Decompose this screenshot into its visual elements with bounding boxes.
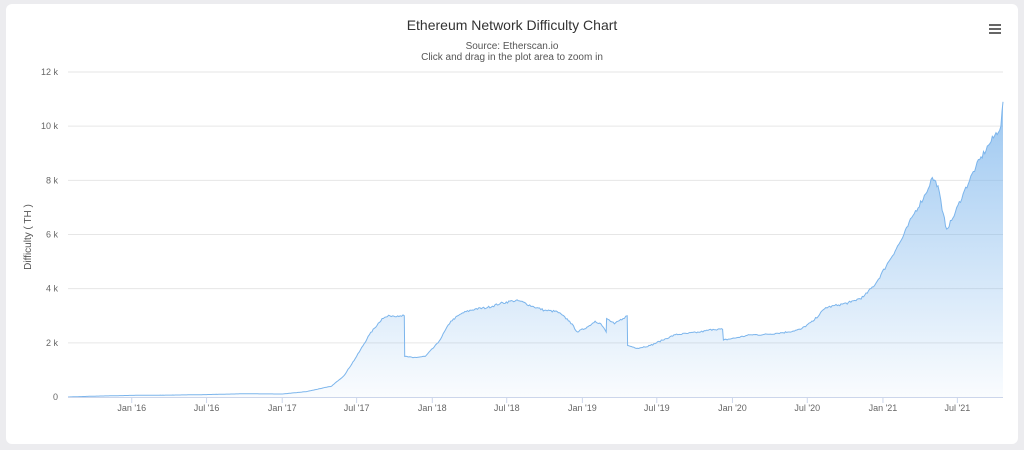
x-tick-label: Jan '17 xyxy=(268,403,297,413)
chart-title: Ethereum Network Difficulty Chart xyxy=(406,17,618,33)
hamburger-menu-icon[interactable] xyxy=(987,23,1003,37)
menu-bar xyxy=(989,28,1001,30)
x-tick-label: Jan '20 xyxy=(718,403,747,413)
grid-lines xyxy=(68,71,1003,344)
y-tick-label: 2 k xyxy=(46,338,59,348)
y-tick-label: 0 xyxy=(53,392,58,402)
x-axis-ticks: Jan '16 Jul '16 Jan '17 Jul '17 Jan '18 Jul '… xyxy=(117,397,970,413)
difficulty-series-line xyxy=(68,101,1004,398)
y-tick-label: 4 k xyxy=(46,284,59,294)
y-tick-label: 12 k xyxy=(41,67,59,77)
difficulty-area xyxy=(68,101,1003,398)
chart-subtitle-source: Source: Etherscan.io xyxy=(465,41,559,52)
y-tick-label: 6 k xyxy=(46,230,59,240)
x-tick-label: Jul '21 xyxy=(944,403,970,413)
y-axis-label: Difficulty ( TH ) xyxy=(23,204,34,270)
x-tick-label: Jan '21 xyxy=(869,403,898,413)
y-axis-ticks: 0 2 k 4 k 6 k 8 k 10 k 12 k xyxy=(41,67,59,402)
x-tick-label: Jan '16 xyxy=(117,403,146,413)
y-tick-label: 10 k xyxy=(41,121,59,131)
menu-bar xyxy=(989,32,1001,34)
menu-bar xyxy=(989,24,1001,26)
x-tick-label: Jul '18 xyxy=(494,403,520,413)
x-tick-label: Jan '18 xyxy=(418,403,447,413)
x-tick-label: Jul '20 xyxy=(794,403,820,413)
x-tick-label: Jul '16 xyxy=(194,403,220,413)
x-tick-label: Jan '19 xyxy=(568,403,597,413)
x-tick-label: Jul '19 xyxy=(644,403,670,413)
chart-subtitle-zoom-hint: Click and drag in the plot area to zoom … xyxy=(421,52,603,63)
y-tick-label: 8 k xyxy=(46,175,59,185)
x-tick-label: Jul '17 xyxy=(344,403,370,413)
